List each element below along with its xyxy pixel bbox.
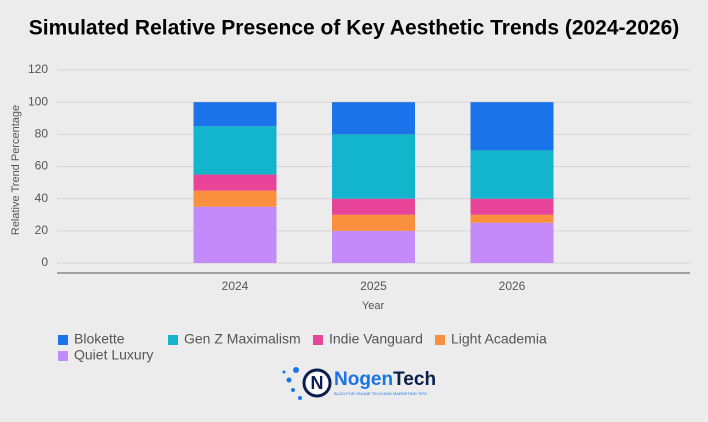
bar-segment	[470, 102, 554, 151]
bar-segment	[332, 230, 415, 263]
y-tick-label: 0	[41, 255, 48, 269]
y-tick-label: 40	[35, 191, 49, 205]
bar-segment	[470, 150, 554, 199]
logo-dot	[293, 367, 299, 373]
legend-swatch	[58, 351, 68, 361]
logo-tagline: BLOG FOR ONLINE TECH AND MARKETING TIPS	[334, 391, 427, 396]
bar-segment	[470, 198, 554, 215]
y-tick-label: 60	[35, 159, 49, 173]
bar-segment	[193, 206, 277, 263]
legend-label: Blokette	[74, 331, 125, 347]
y-axis-label: Relative Trend Percentage	[10, 105, 22, 235]
y-tick-label: 100	[28, 94, 48, 108]
bar-segment	[193, 102, 277, 127]
logo-dot	[286, 377, 292, 383]
bar-segment	[332, 198, 415, 215]
logo-mark: N	[311, 373, 324, 393]
logo-dot	[298, 396, 302, 400]
logo-dot	[291, 388, 295, 392]
logo-name-first: Nogen	[334, 369, 393, 390]
legend-swatch	[435, 335, 445, 345]
bar-segment	[470, 222, 554, 263]
x-axis-label: Year	[362, 300, 385, 312]
logo: N NogenTech BLOG FOR ONLINE TECH AND MAR…	[282, 367, 436, 400]
logo-name-second: Tech	[393, 369, 436, 390]
logo-dot	[282, 370, 286, 374]
legend-swatch	[58, 335, 68, 345]
bar-segment	[193, 174, 277, 191]
bar-segment	[193, 190, 277, 207]
x-tick-label: 2024	[222, 279, 249, 293]
x-tick-label: 2025	[360, 279, 387, 293]
legend-label: Gen Z Maximalism	[184, 331, 301, 347]
bar-segment	[193, 126, 277, 175]
y-tick-label: 120	[28, 62, 48, 76]
bar-segment	[332, 214, 415, 231]
legend-label: Quiet Luxury	[74, 347, 153, 363]
x-tick-label: 2026	[499, 279, 526, 293]
y-tick-label: 80	[35, 127, 49, 141]
bar-segment	[332, 102, 415, 135]
logo-ring	[302, 368, 332, 398]
logo-name: NogenTech	[334, 369, 436, 390]
legend-label: Indie Vanguard	[329, 331, 423, 347]
y-tick-label: 20	[35, 223, 49, 237]
legend-swatch	[313, 335, 323, 345]
bar-segment	[470, 214, 554, 223]
chart-title: Simulated Relative Presence of Key Aesth…	[29, 17, 680, 40]
legend-label: Light Academia	[451, 331, 547, 347]
bar-segment	[332, 134, 415, 199]
legend-swatch	[168, 335, 178, 345]
